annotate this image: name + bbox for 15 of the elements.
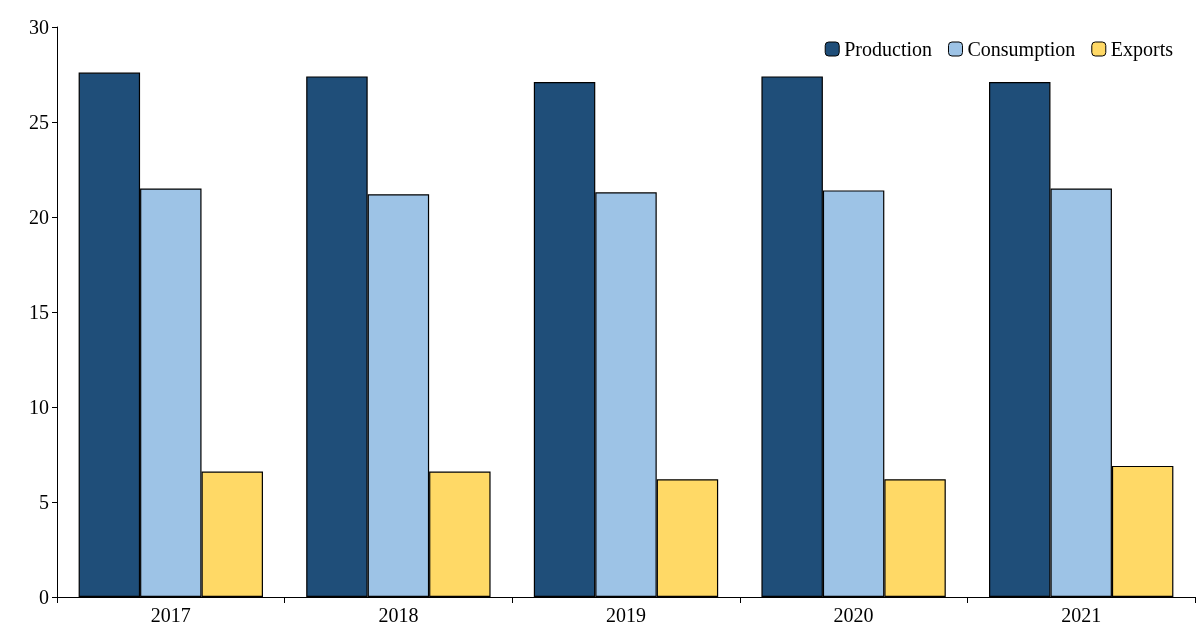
x-tick-label: 2020: [833, 604, 874, 626]
legend-label: Production: [844, 38, 932, 60]
y-tick-label: 20: [29, 206, 49, 228]
y-tick-label: 0: [39, 586, 49, 608]
y-tick-label: 30: [29, 16, 49, 38]
x-tick-label: 2019: [606, 604, 646, 626]
x-tick-label: 2018: [378, 604, 419, 626]
legend-label: Consumption: [967, 38, 1076, 61]
x-tick-label: 2017: [150, 604, 191, 626]
x-tick-label: 2021: [1061, 604, 1102, 626]
y-tick-label: 10: [29, 396, 49, 418]
y-tick-label: 25: [29, 111, 49, 133]
y-tick-label: 15: [29, 301, 49, 323]
y-tick-label: 5: [39, 491, 49, 513]
legend-label: Exports: [1110, 38, 1174, 61]
